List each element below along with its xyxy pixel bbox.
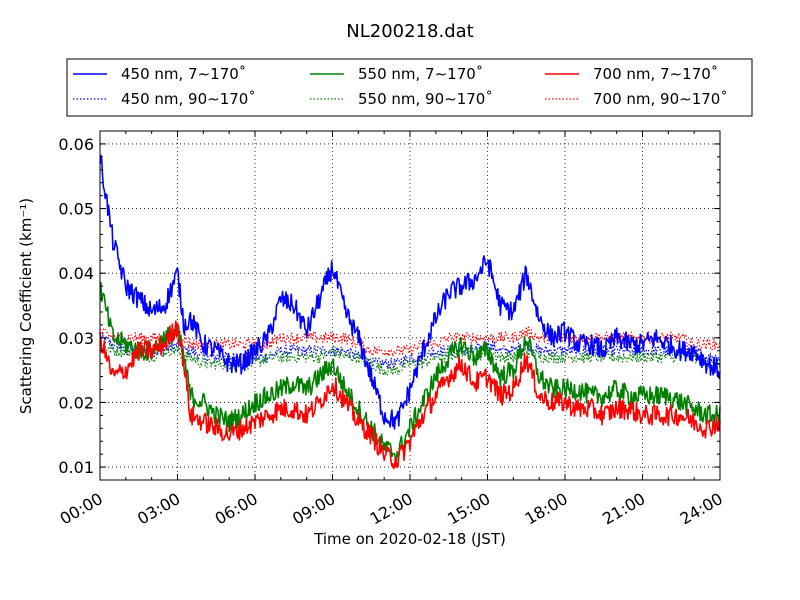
legend-entries: 450 nm, 7∼170˚ 450 nm, 90∼170˚ 550 nm, 7∼1… [73,65,728,108]
y-axis-ticks: 0.01 0.02 0.03 0.04 0.05 0.06 [58,135,720,477]
series-line [99,341,721,377]
legend-label: 550 nm, 90∼170˚ [358,90,493,108]
y-axis-label: Scattering Coefficient (km⁻¹) [17,198,35,414]
y-tick-label: 0.03 [58,329,94,348]
legend-label: 450 nm, 90∼170˚ [121,90,256,108]
y-tick-label: 0.01 [58,458,94,477]
legend-label: 450 nm, 7∼170˚ [121,65,246,83]
legend-label: 700 nm, 7∼170˚ [593,65,718,83]
legend-box [66,58,753,117]
series-line [99,281,721,465]
series-layer [99,154,721,470]
series-line [99,332,721,370]
legend-label: 700 nm, 90∼170˚ [593,90,728,108]
y-tick-label: 0.06 [58,135,94,154]
y-tick-label: 0.02 [58,393,94,412]
series-line [99,154,721,430]
y-tick-label: 0.04 [58,264,94,283]
y-tick-label: 0.05 [58,200,94,219]
chart-title: NL200218.dat [346,21,473,42]
x-axis-label: Time on 2020-02-18 (JST) [313,530,506,548]
legend-label: 550 nm, 7∼170˚ [358,65,483,83]
series-line [99,320,721,470]
